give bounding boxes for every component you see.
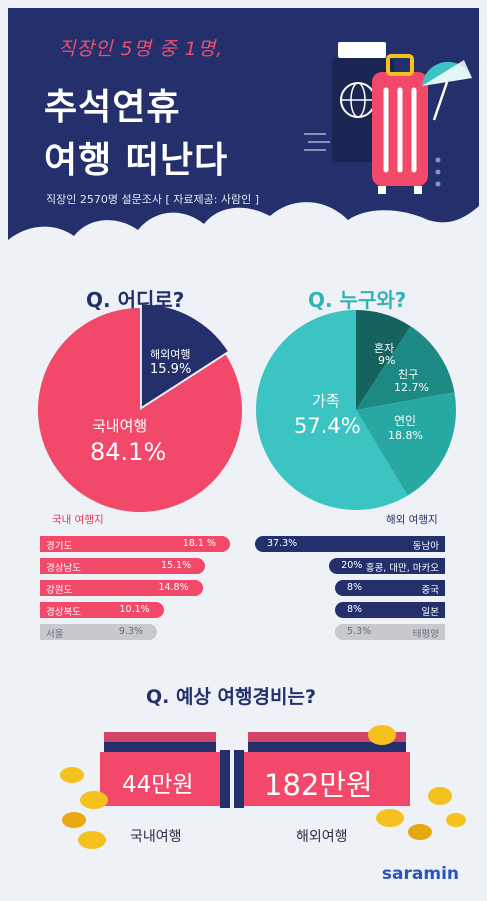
- bar-홍콩, 대만, 마카오: 홍콩, 대만, 마카오 20%: [329, 558, 445, 574]
- pie-label-family: 가족: [312, 392, 340, 410]
- ticket-icon: [338, 42, 386, 58]
- bar-value-label: 5.3%: [347, 626, 372, 637]
- pie-value-friend: 12.7%: [394, 381, 429, 394]
- header-banner: 직장인 5명 중 1명, 추석연휴 여행 떠난다 직장인 2570명 설문조사 …: [8, 8, 479, 280]
- bar-value-label: 9.3%: [118, 626, 144, 637]
- pie-slice-국내여행: [38, 308, 243, 513]
- bar-value-label: 8%: [347, 582, 363, 593]
- bar-서울: 서울 9.3%: [40, 624, 158, 640]
- bar-category-label: 중국: [421, 585, 439, 596]
- header-subtitle: 직장인 5명 중 1명,: [58, 38, 224, 60]
- where-question-title: Q. 어디로?: [86, 288, 185, 312]
- pie-value-family: 57.4%: [294, 414, 361, 438]
- domestic-cost-label: 국내여행: [130, 829, 182, 845]
- bar-value-label: 37.3%: [267, 538, 298, 549]
- bar-value-label: 8%: [347, 604, 363, 615]
- with-whom-question-title: Q. 누구와?: [308, 288, 407, 312]
- coin-icon: [60, 725, 466, 849]
- pie-label-overseas: 해외여행: [150, 348, 191, 361]
- pie-label-partner: 연인: [394, 414, 417, 428]
- pie-label-domestic: 국내여행: [92, 417, 148, 435]
- bar-경기도: 경기도 18.1 %: [40, 536, 230, 552]
- bar-category-label: 일본: [421, 607, 439, 618]
- overseas-cost-value: 182만원: [264, 768, 373, 802]
- luggage-illustration: [304, 42, 472, 194]
- domestic-destinations-title: 국내 여행지: [52, 514, 104, 526]
- bar-태평양: 태평양 5.3%: [335, 624, 445, 640]
- cost-question-title: Q. 예상 여행경비는?: [146, 686, 316, 708]
- bar-category-label: 경상남도: [46, 563, 81, 574]
- pie-value-alone: 9%: [378, 354, 396, 367]
- page-title-line2: 여행 떠난다: [44, 140, 229, 181]
- pie-slice-연인: [356, 392, 456, 496]
- bar-일본: 일본 8%: [335, 602, 445, 618]
- saramin-logo: saramin: [381, 864, 459, 884]
- bar-value-label: 18.1 %: [182, 538, 216, 549]
- pie-value-domestic: 84.1%: [90, 438, 167, 466]
- survey-source: 직장인 2570명 설문조사 [ 자료제공: 사람인 ]: [46, 193, 260, 206]
- bar-category-label: 경상북도: [46, 607, 81, 618]
- bar-category-label: 홍콩, 대만, 마카오: [365, 563, 439, 574]
- pie-label-alone: 혼자: [374, 342, 395, 355]
- pie-value-overseas: 15.9%: [150, 362, 192, 377]
- bar-중국: 중국 8%: [335, 580, 445, 596]
- pie-label-friend: 친구: [398, 368, 419, 381]
- bar-category-label: 서울: [46, 629, 64, 640]
- bar-category-label: 경기도: [46, 541, 73, 552]
- bar-value-label: 15.1%: [160, 560, 192, 571]
- bar-category-label: 동남아: [412, 541, 439, 552]
- bar-category-label: 강원도: [46, 585, 73, 596]
- overseas-destinations-title: 해외 여행지: [386, 514, 438, 526]
- bar-category-label: 태평양: [412, 629, 439, 640]
- bar-강원도: 강원도 14.8%: [40, 580, 203, 596]
- bar-value-label: 14.8%: [158, 582, 189, 593]
- domestic-cost-value: 44만원: [122, 772, 194, 798]
- bar-동남아: 동남아 37.3%: [255, 536, 445, 552]
- pie-value-partner: 18.8%: [388, 429, 423, 442]
- page-title-line1: 추석연휴: [44, 87, 181, 128]
- bar-value-label: 20%: [341, 560, 363, 571]
- bar-경상남도: 경상남도 15.1%: [40, 558, 206, 574]
- bar-경상북도: 경상북도 10.1%: [40, 602, 164, 618]
- bar-value-label: 10.1%: [119, 604, 150, 615]
- overseas-cost-label: 해외여행: [296, 829, 348, 845]
